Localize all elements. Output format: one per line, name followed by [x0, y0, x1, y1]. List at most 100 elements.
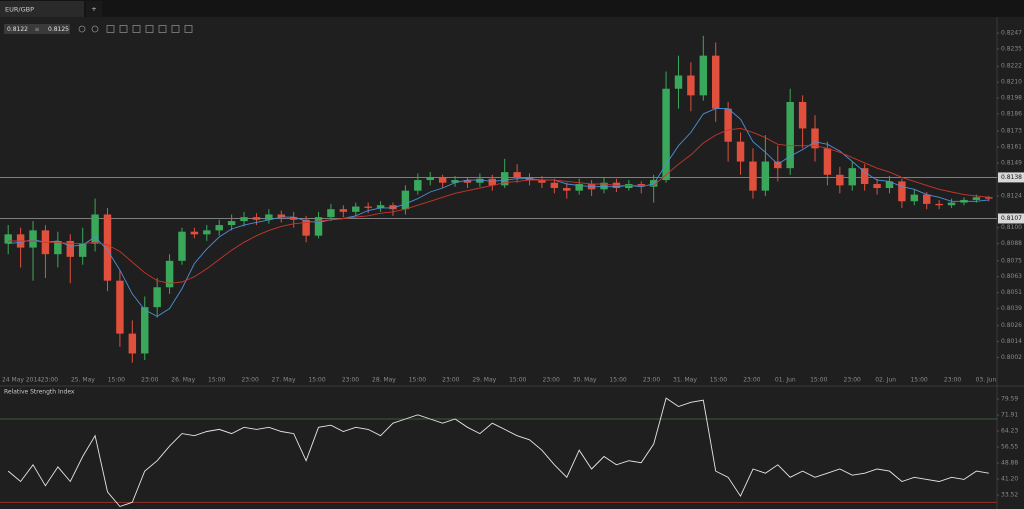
- candle-body: [339, 209, 348, 212]
- candle-body: [153, 287, 161, 308]
- candle-body: [376, 205, 385, 208]
- candle-body: [885, 181, 894, 189]
- candle-body: [898, 181, 906, 202]
- candle-body: [364, 206, 372, 208]
- x-tick-label: 15:00: [810, 377, 827, 384]
- candle-body: [687, 75, 695, 96]
- y-tick-label: 0.8173: [1001, 128, 1022, 135]
- candle-body: [426, 177, 434, 181]
- candle-body: [401, 190, 410, 210]
- tool-timeframe[interactable]: [106, 25, 115, 33]
- candle-body: [923, 194, 931, 204]
- tool-chart-type[interactable]: [119, 25, 128, 33]
- x-tick-label: 25. May: [71, 377, 95, 384]
- x-tick-label: 23:00: [342, 377, 359, 384]
- candle-body: [414, 180, 422, 191]
- candle-body: [674, 75, 683, 89]
- candle-body: [277, 214, 286, 218]
- moving-average: [8, 128, 989, 284]
- candle-body: [91, 214, 99, 244]
- x-tick-label: 15:00: [710, 377, 727, 384]
- tool-settings[interactable]: [171, 25, 180, 33]
- tab-label: EUR/GBP: [5, 6, 34, 14]
- candle-body: [178, 231, 186, 261]
- y-tick-label: 0.8210: [1001, 79, 1022, 86]
- candle-body: [252, 217, 261, 220]
- candle-body: [662, 88, 670, 181]
- candle-body: [141, 307, 149, 354]
- candle-body: [860, 168, 869, 185]
- y-tick-label: 0.8198: [1001, 95, 1022, 102]
- tab[interactable]: [0, 1, 84, 17]
- level-label-box: [998, 213, 1024, 224]
- y-tick-label: 0.8222: [1001, 63, 1022, 70]
- candle-body: [165, 260, 174, 288]
- x-tick-label: 03. Jun: [976, 377, 997, 384]
- candle-body: [190, 231, 199, 235]
- candle-body: [625, 184, 633, 189]
- candle-body: [314, 217, 323, 236]
- y-tick-label: 0.8026: [1001, 322, 1022, 329]
- candle-body: [289, 217, 298, 220]
- x-tick-label: 15:00: [910, 377, 927, 384]
- y-tick-label: 0.8100: [1001, 224, 1022, 231]
- candle-body: [513, 172, 521, 178]
- y-tick-label: 0.8014: [1001, 338, 1022, 345]
- tool-crosshair[interactable]: [184, 25, 193, 33]
- candle-body: [66, 240, 74, 257]
- candle-body: [600, 182, 608, 190]
- y-tick-label: 0.8235: [1001, 46, 1022, 53]
- candle-body: [389, 205, 397, 210]
- y-tick-label: 0.8051: [1001, 289, 1022, 296]
- quote-box[interactable]: [4, 24, 70, 34]
- candle-body: [935, 203, 943, 206]
- candle-body: [836, 174, 844, 186]
- candle-body: [873, 184, 881, 189]
- y-tick-label: 71.91: [1001, 412, 1018, 419]
- bid-price: 0.8122: [7, 26, 28, 33]
- y-tick-label: 0.8161: [1001, 143, 1022, 150]
- candle-body: [29, 230, 37, 248]
- y-tick-label: 48.88: [1001, 459, 1018, 466]
- zoom-out[interactable]: [91, 25, 99, 33]
- candle-body: [128, 333, 137, 354]
- y-tick-label: 0.8075: [1001, 257, 1022, 264]
- x-tick-label: 15:00: [208, 377, 225, 384]
- x-tick-label: 15:00: [108, 377, 125, 384]
- level-label: 0.8138: [1001, 174, 1022, 181]
- y-tick-label: 0.8186: [1001, 110, 1022, 117]
- y-tick-label: 64.23: [1001, 428, 1018, 435]
- y-tick-label: 0.8063: [1001, 273, 1022, 280]
- candle-body: [302, 219, 310, 236]
- x-tick-label: 23:00: [442, 377, 459, 384]
- x-tick-label: 29. May: [472, 377, 496, 384]
- candle-body: [823, 148, 832, 175]
- candle-body: [103, 214, 112, 281]
- add-tab-label: +: [91, 5, 96, 13]
- level-label: 0.8107: [1001, 215, 1022, 222]
- zoom-in[interactable]: [78, 25, 86, 33]
- candle-body: [575, 184, 583, 191]
- moving-average: [8, 108, 989, 317]
- tool-draw[interactable]: [145, 25, 154, 33]
- candle-body: [476, 178, 484, 183]
- candle-body: [327, 209, 335, 218]
- candle-body: [4, 234, 12, 244]
- add-tab[interactable]: [86, 1, 102, 17]
- candle-body: [798, 101, 807, 129]
- candle-body: [736, 141, 745, 162]
- y-tick-label: 56.55: [1001, 444, 1018, 451]
- x-tick-label: 26. May: [171, 377, 195, 384]
- candle-body: [78, 243, 87, 257]
- candle-body: [811, 128, 819, 149]
- x-tick-label: 01. Jun: [775, 377, 796, 384]
- y-tick-label: 79.59: [1001, 396, 1018, 403]
- tool-template[interactable]: [158, 25, 167, 33]
- y-tick-label: 0.8088: [1001, 240, 1022, 247]
- candle-body: [910, 194, 919, 202]
- tab-group: EUR/GBP +: [0, 1, 102, 17]
- tool-indicators[interactable]: [132, 25, 141, 33]
- candle-body: [352, 206, 360, 212]
- y-tick-label: 0.8039: [1001, 305, 1022, 312]
